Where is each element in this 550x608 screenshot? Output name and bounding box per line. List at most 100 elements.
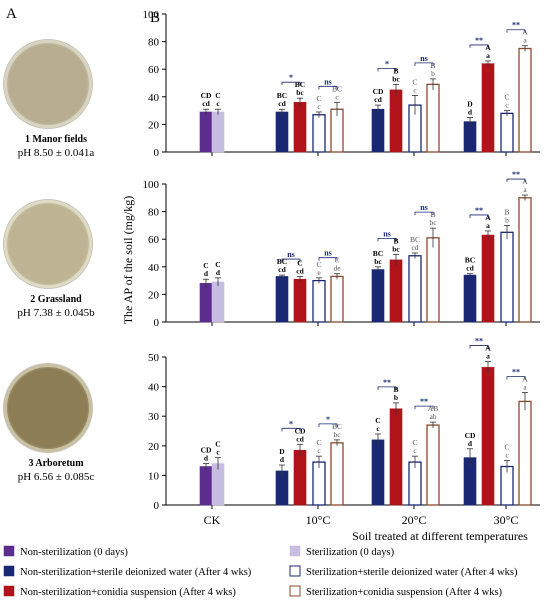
significance-upper: C xyxy=(504,93,509,102)
bar xyxy=(371,439,385,506)
x-tick-label: CK xyxy=(204,513,221,527)
bar xyxy=(481,367,495,506)
significance-bracket xyxy=(377,67,397,72)
x-tick-label: 30°C xyxy=(494,513,519,527)
legend-swatch xyxy=(289,585,301,597)
dish-ph-grassland: pH 7.38 ± 0.045b xyxy=(17,307,95,319)
y-tick-label: 60 xyxy=(148,234,160,246)
panel-a-letter: A xyxy=(6,6,17,22)
y-tick-label: 40 xyxy=(148,92,160,104)
bar xyxy=(330,442,344,506)
significance-lower: d xyxy=(468,439,473,448)
panel-a: A 1 Manor fields pH 8.50 ± 0.041a 2 Gras… xyxy=(0,0,112,520)
bar xyxy=(199,111,213,153)
bar xyxy=(389,89,403,153)
dish-label-grassland: 2 Grassland xyxy=(30,294,82,305)
significance-mark: ns xyxy=(324,249,332,258)
significance-lower: cd xyxy=(202,99,210,108)
bar xyxy=(293,102,307,153)
bar xyxy=(199,466,213,506)
significance-lower: cd xyxy=(466,264,474,273)
significance-upper: C xyxy=(316,94,321,103)
significance-upper: BC xyxy=(465,256,475,265)
significance-lower: d xyxy=(280,455,285,464)
bar xyxy=(426,83,440,153)
legend-swatch xyxy=(3,545,15,557)
legend: Non-sterilization (0 days) Sterilization … xyxy=(3,545,518,598)
y-tick-label: 0 xyxy=(154,317,160,329)
significance-bracket xyxy=(506,178,526,183)
bar xyxy=(293,449,307,506)
bar xyxy=(312,461,326,506)
significance-bracket xyxy=(469,44,489,48)
significance-upper: C xyxy=(215,260,220,269)
significance-mark: ns xyxy=(420,54,428,63)
bar xyxy=(426,424,440,506)
significance-lower: bc xyxy=(392,244,400,253)
dish-label-arboretum: 3 Arboretum xyxy=(28,458,84,469)
significance-lower: b xyxy=(505,215,509,224)
significance-upper: BC xyxy=(373,249,383,258)
significance-bracket xyxy=(414,405,434,410)
significance-mark: * xyxy=(289,419,293,428)
bar xyxy=(500,231,514,323)
significance-upper: CD xyxy=(373,87,384,96)
petri-dish-manor-fields xyxy=(4,40,92,128)
bar xyxy=(389,408,403,506)
significance-mark: ** xyxy=(420,397,428,406)
significance-lower: c xyxy=(317,102,321,111)
significance-lower: a xyxy=(523,185,527,194)
bar xyxy=(211,111,225,153)
significance-mark: ** xyxy=(512,368,520,377)
bar xyxy=(211,463,225,506)
significance-lower: cd xyxy=(278,99,286,108)
significance-lower: c xyxy=(413,85,417,94)
bar xyxy=(312,279,326,323)
significance-lower: a xyxy=(523,36,527,45)
significance-upper: D xyxy=(279,447,285,456)
significance-mark: ns xyxy=(420,203,428,212)
legend-label: Non-sterilization (0 days) xyxy=(20,547,128,558)
legend-label: Sterilization+sterile deionized water (A… xyxy=(306,567,518,578)
legend-label: Sterilization (0 days) xyxy=(306,547,395,558)
bar xyxy=(275,111,289,153)
y-tick-label: 10 xyxy=(148,470,160,482)
y-tick-label: 80 xyxy=(148,207,160,219)
significance-bracket xyxy=(318,85,338,90)
bar xyxy=(330,275,344,323)
significance-upper: CD xyxy=(465,431,476,440)
significance-upper: C xyxy=(412,77,417,86)
significance-lower: e xyxy=(317,268,321,277)
significance-lower: a xyxy=(486,351,490,360)
bar xyxy=(463,274,477,323)
dish-ph-arboretum: pH 6.56 ± 0.085c xyxy=(17,471,95,483)
bar xyxy=(371,108,385,153)
petri-dish-grassland xyxy=(4,200,92,288)
significance-bracket xyxy=(414,62,434,66)
significance-lower: ab xyxy=(429,412,436,421)
bar xyxy=(293,278,307,323)
significance-mark: * xyxy=(385,59,389,68)
bar xyxy=(211,281,225,323)
significance-lower: d xyxy=(468,108,473,117)
legend-swatch xyxy=(3,565,15,577)
significance-mark: ** xyxy=(512,170,520,179)
significance-lower: cd xyxy=(278,265,286,274)
significance-bracket xyxy=(377,386,397,390)
significance-upper: BC xyxy=(410,235,420,244)
significance-mark: ns xyxy=(287,250,295,259)
significance-mark: ** xyxy=(475,336,483,345)
significance-upper: C xyxy=(203,261,208,270)
bar xyxy=(481,63,495,153)
significance-upper: C xyxy=(412,438,417,447)
significance-mark: ns xyxy=(324,77,332,86)
y-tick-label: 20 xyxy=(148,441,160,453)
significance-lower: a xyxy=(523,383,527,392)
significance-mark: ** xyxy=(383,378,391,387)
significance-upper: C xyxy=(316,260,321,269)
x-tick-label: 10°C xyxy=(306,513,331,527)
bar xyxy=(500,112,514,153)
legend-swatch xyxy=(289,545,301,557)
